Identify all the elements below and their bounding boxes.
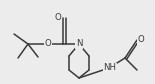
Text: O: O [55,14,61,23]
Text: O: O [138,36,144,45]
Text: N: N [76,39,82,48]
Text: O: O [45,39,51,48]
Text: NH: NH [104,64,117,72]
